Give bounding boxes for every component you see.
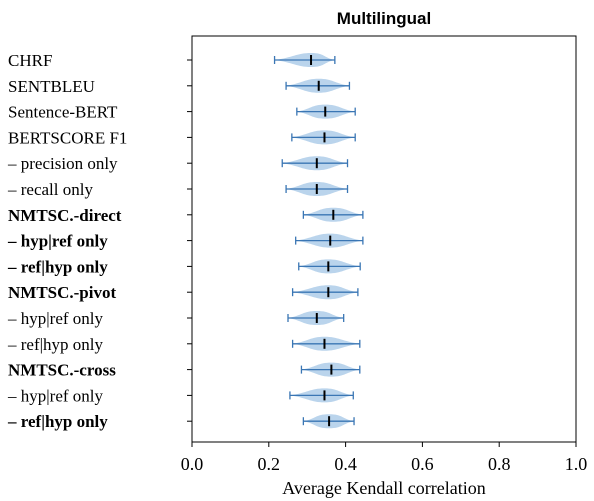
violins-layer: [187, 53, 364, 429]
category-label: NMTSC.-cross: [8, 361, 116, 380]
category-label: – recall only: [7, 180, 93, 199]
category-labels: CHRF SENTBLEU Sentence-BERT BERTSCORE F1 – p…: [7, 51, 127, 431]
x-axis-label: Average Kendall correlation: [282, 478, 486, 498]
violin-row: [187, 78, 351, 93]
violin-row: [187, 388, 354, 403]
category-label: – hyp|ref only: [7, 309, 103, 328]
violin-row: [187, 362, 361, 377]
violin-row: [187, 207, 364, 222]
category-label: NMTSC.-pivot: [8, 283, 116, 302]
category-label: – hyp|ref only: [7, 232, 108, 251]
plot-frame: [191, 35, 577, 443]
category-label: NMTSC.-direct: [8, 206, 122, 225]
x-tick-label: 0.0: [181, 454, 204, 474]
x-tick-label: 0.2: [258, 454, 281, 474]
violin-row: [187, 259, 361, 274]
violin-row: [187, 285, 359, 300]
x-tick-label: 0.4: [334, 454, 357, 474]
category-label: SENTBLEU: [8, 77, 95, 96]
violin-row: [187, 156, 349, 171]
category-label: – hyp|ref only: [7, 386, 103, 405]
x-tick-label: 1.0: [565, 454, 588, 474]
violin-row: [187, 53, 336, 67]
x-tick-label: 0.6: [411, 454, 434, 474]
violin-row: [187, 233, 364, 248]
category-label: – precision only: [7, 154, 118, 173]
category-label: BERTSCORE F1: [8, 128, 127, 147]
violin-row: [187, 311, 345, 325]
category-label: Sentence-BERT: [8, 103, 118, 122]
x-tick-label: 0.8: [488, 454, 511, 474]
violin-row: [187, 104, 356, 119]
category-label: – ref|hyp only: [7, 257, 108, 276]
violin-row: [187, 336, 361, 351]
category-label: – ref|hyp only: [7, 335, 103, 354]
violin-row: [187, 130, 356, 145]
violin-row: [187, 182, 349, 196]
category-label: CHRF: [8, 51, 52, 70]
chart-title: Multilingual: [337, 9, 431, 28]
violin-row: [187, 414, 355, 429]
category-label: – ref|hyp only: [7, 412, 108, 431]
x-axis-ticks: 0.0 0.2 0.4 0.6 0.8 1.0: [181, 442, 588, 474]
